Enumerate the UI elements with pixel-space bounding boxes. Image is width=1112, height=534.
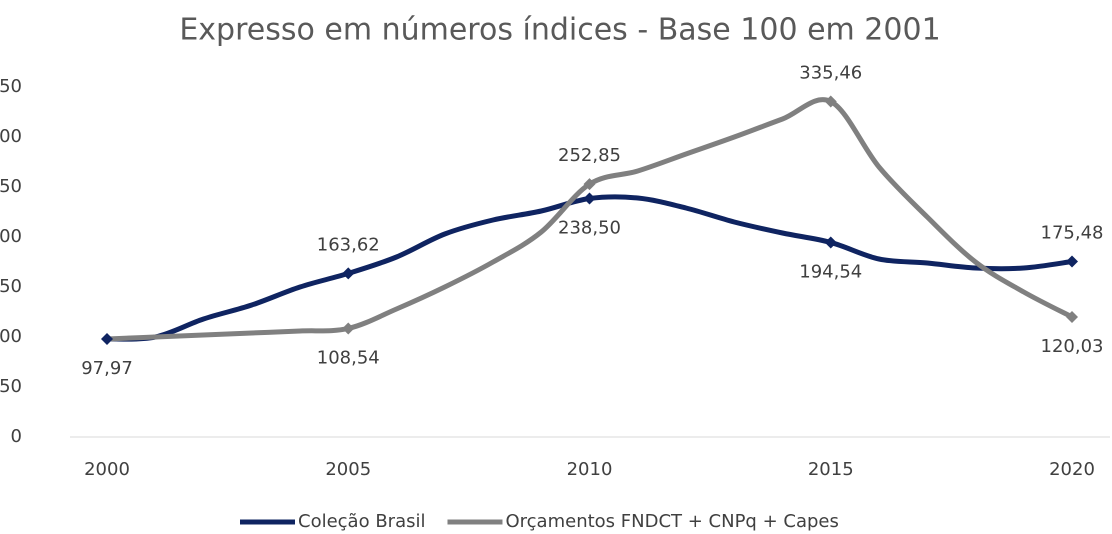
- y-tick-label: 250: [0, 176, 22, 197]
- y-tick-label: 0: [11, 426, 22, 447]
- y-tick-label: 350: [0, 76, 22, 97]
- x-tick-label: 2015: [808, 459, 854, 480]
- chart-title: Expresso em números índices - Base 100 e…: [179, 13, 940, 48]
- data-label: 120,03: [1041, 336, 1104, 357]
- data-label: 252,85: [558, 145, 621, 166]
- marker: [342, 322, 355, 335]
- data-label: 335,46: [799, 63, 862, 84]
- x-tick-label: 2005: [325, 459, 371, 480]
- y-tick-label: 200: [0, 226, 22, 247]
- legend-label: Orçamentos FNDCT + CNPq + Capes: [505, 511, 838, 532]
- marker: [1066, 310, 1078, 323]
- x-tick-label: 2010: [567, 459, 613, 480]
- data-label: 238,50: [558, 218, 621, 239]
- data-label: 108,54: [317, 347, 380, 368]
- marker: [342, 267, 355, 280]
- data-label: 97,97: [81, 358, 133, 379]
- marker: [1066, 255, 1078, 268]
- data-label: 163,62: [317, 234, 380, 255]
- y-tick-label: 150: [0, 276, 22, 297]
- marker: [583, 178, 596, 191]
- y-tick-label: 50: [0, 376, 22, 397]
- x-tick-label: 2000: [84, 459, 130, 480]
- data-label: 175,48: [1041, 223, 1104, 244]
- y-tick-label: 300: [0, 126, 22, 147]
- marker: [824, 236, 837, 249]
- marker: [824, 95, 837, 108]
- marker: [583, 192, 596, 205]
- y-tick-label: 100: [0, 326, 22, 347]
- x-tick-label: 2020: [1049, 459, 1095, 480]
- data-label: 194,54: [799, 261, 862, 282]
- legend-label: Coleção Brasil: [298, 511, 425, 532]
- marker: [101, 333, 113, 346]
